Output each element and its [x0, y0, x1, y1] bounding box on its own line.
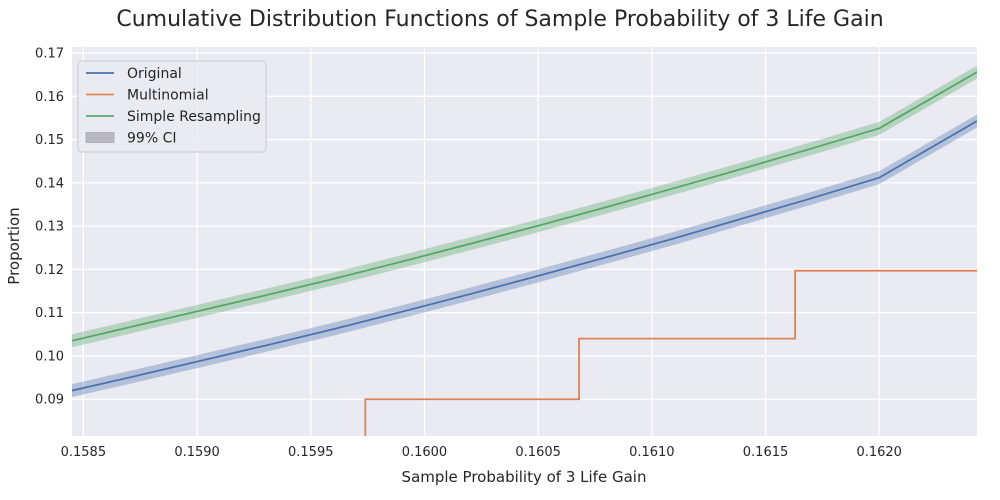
x-axis-label: Sample Probability of 3 Life Gain — [402, 468, 647, 486]
x-tick-label: 0.1600 — [402, 445, 448, 460]
legend-label-simple-resampling: Simple Resampling — [127, 109, 261, 125]
legend-swatch-99-ci — [85, 132, 115, 143]
y-tick-label: 0.14 — [35, 176, 64, 191]
x-tick-label: 0.1585 — [61, 445, 107, 460]
legend-box — [77, 60, 267, 153]
y-tick-label: 0.12 — [35, 263, 64, 278]
series-line-original — [72, 120, 977, 392]
x-tick-label: 0.1595 — [288, 445, 334, 460]
y-tick-label: 0.17 — [35, 47, 64, 62]
y-tick-label: 0.11 — [35, 306, 64, 321]
x-tick-label: 0.1615 — [743, 445, 789, 460]
x-tick-label: 0.1610 — [629, 445, 675, 460]
series-line-simple-resampling — [72, 71, 977, 342]
series-line-multinomial — [364, 269, 977, 436]
y-tick-label: 0.16 — [35, 90, 64, 105]
x-tick-label: 0.1605 — [515, 445, 561, 460]
y-tick-label: 0.13 — [35, 220, 64, 235]
y-axis-label: Proportion — [5, 207, 23, 284]
chart-title: Cumulative Distribution Functions of Sam… — [116, 7, 884, 32]
x-tick-label: 0.1590 — [174, 445, 220, 460]
y-tick-label: 0.15 — [35, 133, 64, 148]
y-tick-label: 0.09 — [35, 393, 64, 408]
legend-label-multinomial: Multinomial — [127, 88, 209, 104]
legend-label-original: Original — [127, 66, 182, 82]
x-tick-label: 0.1620 — [856, 445, 902, 460]
y-tick-label: 0.10 — [35, 349, 64, 364]
legend-label-99-ci: 99% CI — [127, 131, 176, 147]
